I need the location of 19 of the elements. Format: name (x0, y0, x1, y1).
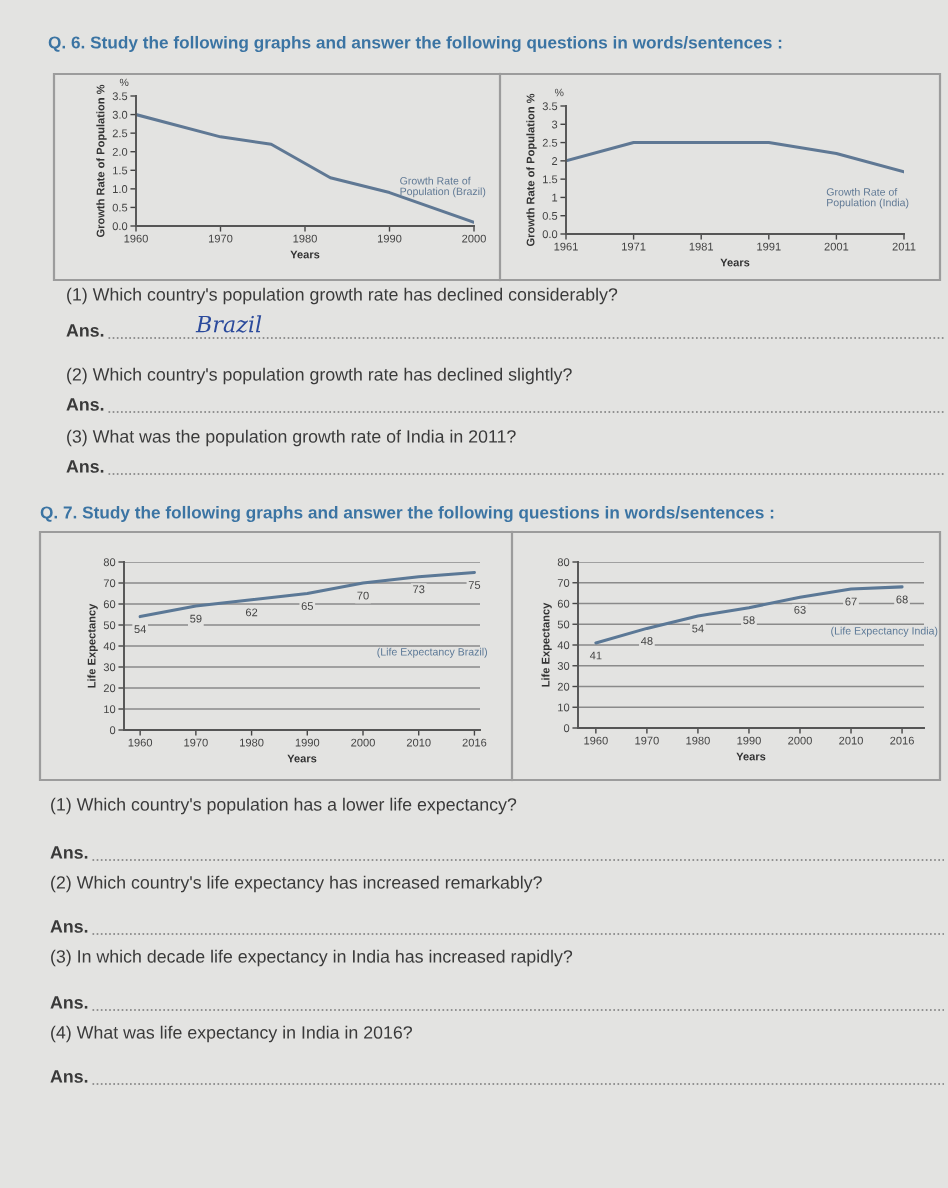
text: Brazil (195, 315, 262, 333)
text: (3) In which decade life expectancy in India has increased rapidly? (51, 949, 573, 967)
chart-title: Q. 6. Study the following graphs and answer the following questions in words/sentences : (48, 35, 782, 53)
text: (1) Which country's population growth rate has declined considerably? (67, 287, 618, 305)
line-series (138, 570, 476, 619)
chart-title: Q. 7. Study the following graphs and answer the following questions in words/sentences : (40, 505, 774, 523)
text: (3) What was the population growth rate of India in 2011? (67, 429, 516, 447)
text: Ans. (50, 1070, 88, 1083)
text: Ans. (50, 846, 88, 859)
line-series (566, 141, 904, 174)
text: (2) Which country's life expectancy has increased remarkably? (51, 875, 542, 893)
text: (2) Which country's population growth rate has declined slightly? (67, 367, 572, 385)
text: Ans. (66, 324, 104, 337)
text: (1) Which country's population has a lower life expectancy? (51, 797, 517, 815)
text: Ans. (50, 996, 88, 1009)
text: Ans. (66, 460, 104, 473)
text: Ans. (50, 920, 88, 933)
text: (4) What was life expectancy in India in 2016? (51, 1025, 413, 1043)
text: Ans. (66, 398, 104, 411)
